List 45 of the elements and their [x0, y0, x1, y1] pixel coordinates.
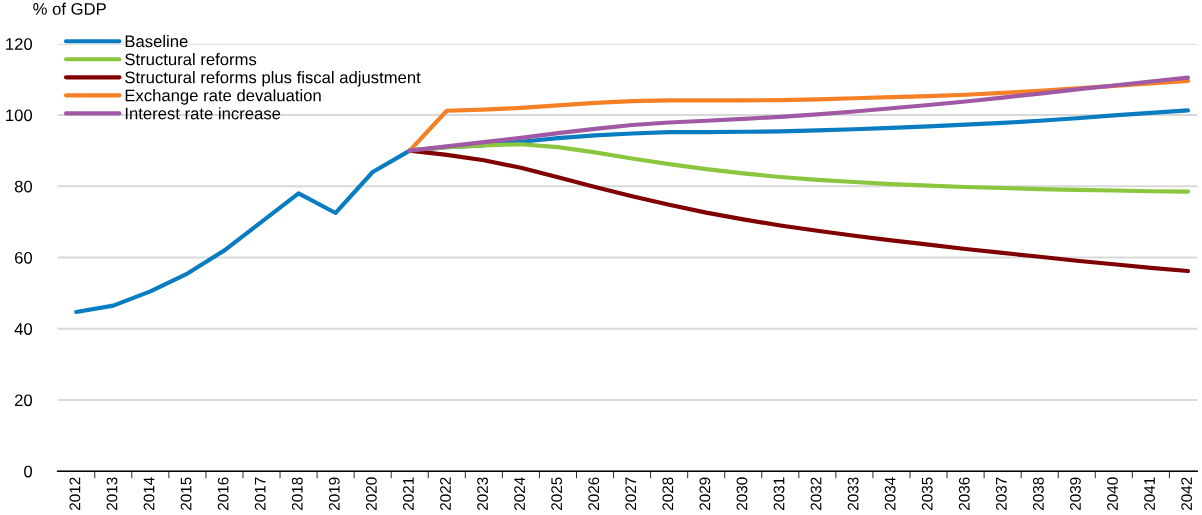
y-tick-label: 120	[6, 38, 33, 50]
x-tick-label: 2023	[477, 477, 488, 510]
y-axis-title: % of GDP	[33, 2, 106, 15]
legend-label: Structural reforms	[125, 53, 257, 66]
x-tick-label: 2038	[1032, 477, 1044, 510]
x-tick-label: 2034	[884, 477, 896, 510]
x-tick-label: 2037	[995, 477, 1007, 510]
x-tick-label: 2041	[1144, 477, 1155, 510]
y-tick-label: 60	[15, 251, 33, 264]
x-tick-label: 2022	[440, 477, 451, 510]
x-tick-label: 2028	[662, 477, 674, 510]
x-tick-label: 2039	[1070, 477, 1081, 510]
x-tick-label: 2024	[514, 477, 526, 510]
x-tick-label: 2033	[847, 477, 859, 510]
x-tick-label: 2032	[810, 477, 822, 510]
x-tick-label: 2036	[958, 477, 970, 510]
x-tick-label: 2030	[736, 477, 748, 510]
x-tick-label: 2026	[588, 477, 600, 510]
x-tick-label: 2035	[921, 477, 933, 510]
x-tick-label: 2012	[69, 477, 81, 510]
y-tick-label: 100	[6, 109, 33, 122]
x-tick-label: 2029	[699, 477, 711, 510]
legend-label: Structural reforms plus fiscal adjustment	[125, 71, 421, 87]
legend-label: Baseline	[125, 35, 188, 48]
x-tick-label: 2019	[328, 477, 340, 510]
x-tick-label: 2018	[291, 477, 303, 510]
x-tick-label: 2017	[254, 477, 266, 510]
x-tick-label: 2021	[403, 477, 414, 510]
y-tick-label: 0	[24, 465, 33, 478]
legend-label: Interest rate increase	[125, 107, 281, 120]
x-tick-label: 2020	[365, 477, 377, 510]
x-tick-label: 2042	[1181, 477, 1193, 510]
x-tick-label: 2013	[106, 477, 118, 510]
legend-label: Exchange rate devaluation	[125, 89, 321, 105]
x-tick-label: 2040	[1107, 477, 1118, 510]
y-tick-label: 40	[14, 323, 33, 335]
y-tick-label: 80	[14, 180, 33, 193]
x-tick-label: 2016	[217, 477, 229, 510]
x-tick-label: 2025	[551, 477, 563, 510]
line-series	[74, 108, 1191, 315]
y-tick-label: 20	[15, 394, 33, 407]
x-tick-label: 2027	[625, 477, 637, 510]
x-tick-label: 2031	[773, 477, 785, 510]
x-tick-label: 2014	[143, 477, 155, 510]
x-tick-label: 2015	[180, 477, 192, 510]
